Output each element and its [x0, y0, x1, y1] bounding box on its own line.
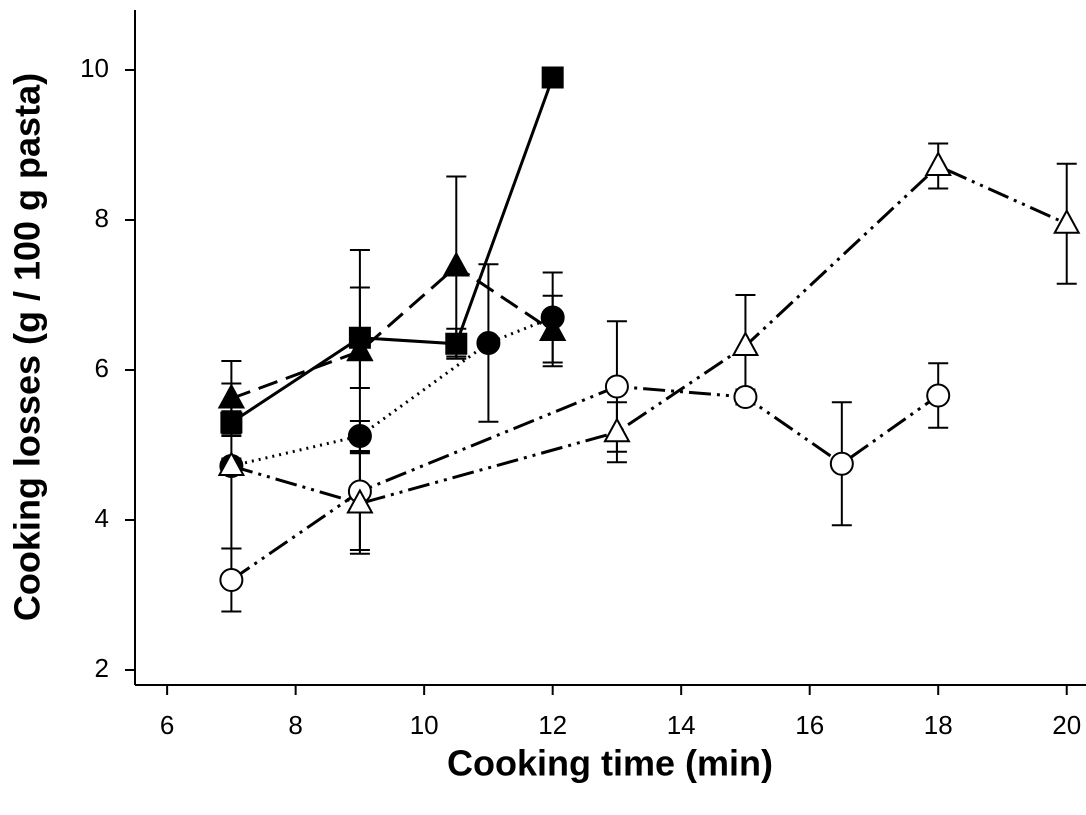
- marker: [476, 331, 501, 355]
- marker: [217, 383, 246, 409]
- marker: [603, 417, 631, 443]
- series-line: [230, 164, 1068, 506]
- series-line: [230, 384, 940, 582]
- marker: [217, 450, 246, 476]
- marker: [442, 251, 470, 277]
- y-tick-label: 2: [95, 653, 109, 683]
- x-axis-label: Cooking time (min): [447, 743, 773, 784]
- x-tick-label: 20: [1052, 710, 1081, 740]
- marker: [733, 385, 758, 409]
- series-line: [230, 264, 554, 400]
- y-tick-label: 8: [95, 203, 109, 233]
- y-tick-label: 10: [80, 53, 109, 83]
- y-tick-label: 6: [95, 353, 109, 383]
- marker: [731, 330, 760, 356]
- marker: [347, 424, 372, 448]
- marker: [829, 451, 854, 476]
- x-tick-label: 10: [410, 710, 439, 740]
- marker: [541, 66, 564, 89]
- marker: [346, 336, 374, 362]
- x-tick-label: 6: [160, 710, 174, 740]
- series-line: [230, 76, 555, 424]
- x-tick-label: 12: [538, 710, 567, 740]
- marker: [445, 332, 468, 355]
- marker: [346, 488, 374, 514]
- marker: [924, 150, 952, 176]
- x-tick-label: 8: [288, 710, 302, 740]
- marker: [540, 305, 565, 330]
- x-tick-label: 16: [795, 710, 824, 740]
- marker: [1053, 208, 1081, 234]
- y-axis-label: Cooking losses (g / 100 g pasta): [7, 73, 48, 621]
- marker: [926, 383, 951, 408]
- series-line: [231, 316, 554, 468]
- marker: [604, 374, 629, 399]
- marker: [220, 411, 243, 434]
- marker: [219, 568, 244, 592]
- y-tick-label: 4: [95, 503, 109, 533]
- x-tick-label: 18: [924, 710, 953, 740]
- x-tick-label: 14: [667, 710, 696, 740]
